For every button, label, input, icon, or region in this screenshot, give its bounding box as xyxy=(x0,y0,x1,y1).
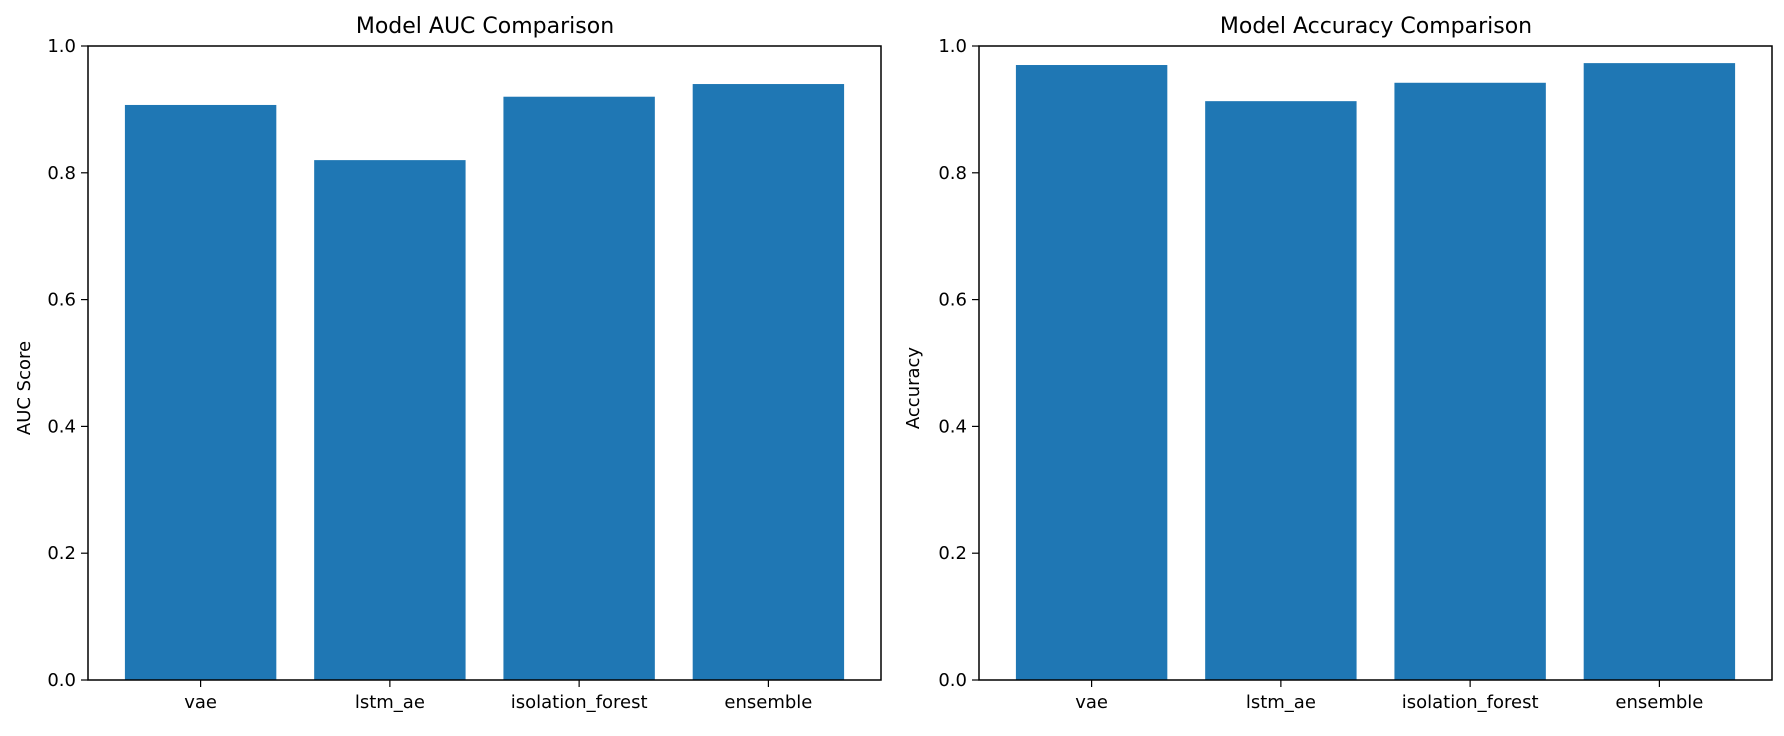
x-ticks: vae lstm_ae isolation_forest ensemble xyxy=(184,680,812,713)
x-tick-label: ensemble xyxy=(1615,692,1703,713)
y-tick-label: 1.0 xyxy=(938,36,967,57)
auc-chart: Model AUC Comparison AUC Score 0.0 0.2 0.4… xyxy=(14,14,882,713)
x-tick-label: isolation_forest xyxy=(1402,692,1539,713)
x-tick-label: ensemble xyxy=(724,692,812,713)
y-tick-label: 0.2 xyxy=(47,543,76,564)
plot-frame xyxy=(978,45,1773,681)
bar-vae xyxy=(124,104,277,680)
y-tick-label: 0.0 xyxy=(47,670,76,691)
y-tick-label: 0.4 xyxy=(47,416,76,437)
y-tick-label: 0.2 xyxy=(938,543,967,564)
y-tick-label: 0.6 xyxy=(47,290,76,311)
bar-ensemble xyxy=(692,84,845,681)
accuracy-chart: Model Accuracy Comparison Accuracy 0.00.… xyxy=(903,14,1773,713)
y-tick-label: 0.8 xyxy=(938,163,967,184)
bar-ensemble xyxy=(1583,63,1736,681)
x-tick-label: lstm_ae xyxy=(355,692,425,713)
x-ticks: vae lstm_ae isolation_forest ensemble xyxy=(1075,680,1703,713)
y-tick-label: 0.6 xyxy=(938,290,967,311)
bar-vae xyxy=(1015,65,1168,680)
plot-frame xyxy=(87,45,882,681)
bar-group xyxy=(1015,63,1736,681)
y-axis-label: AUC Score xyxy=(14,341,35,435)
chart-title: Model AUC Comparison xyxy=(356,14,614,39)
y-ticks: 0.0 0.2 0.4 0.6 0.8 1.0 xyxy=(938,36,979,691)
x-tick-label: vae xyxy=(1075,692,1108,713)
bar-lstm_ae xyxy=(1205,101,1357,680)
x-tick-label: isolation_forest xyxy=(511,692,648,713)
y-tick-label: 0.0 xyxy=(938,670,967,691)
x-tick-label: lstm_ae xyxy=(1246,692,1316,713)
y-tick-label: 1.0 xyxy=(47,36,76,57)
chart-title: Model Accuracy Comparison xyxy=(1220,14,1532,39)
y-tick-label: 0.4 xyxy=(938,416,967,437)
y-ticks: 0.0 0.2 0.4 0.6 0.8 1.0 xyxy=(47,36,88,691)
y-tick-label: 0.8 xyxy=(47,163,76,184)
bar-isolation_forest xyxy=(1394,82,1546,680)
y-axis-label: Accuracy xyxy=(903,347,924,430)
bar-group xyxy=(124,84,845,681)
bar-lstm_ae xyxy=(314,160,466,680)
x-tick-label: vae xyxy=(184,692,217,713)
bar-isolation_forest xyxy=(503,96,655,681)
